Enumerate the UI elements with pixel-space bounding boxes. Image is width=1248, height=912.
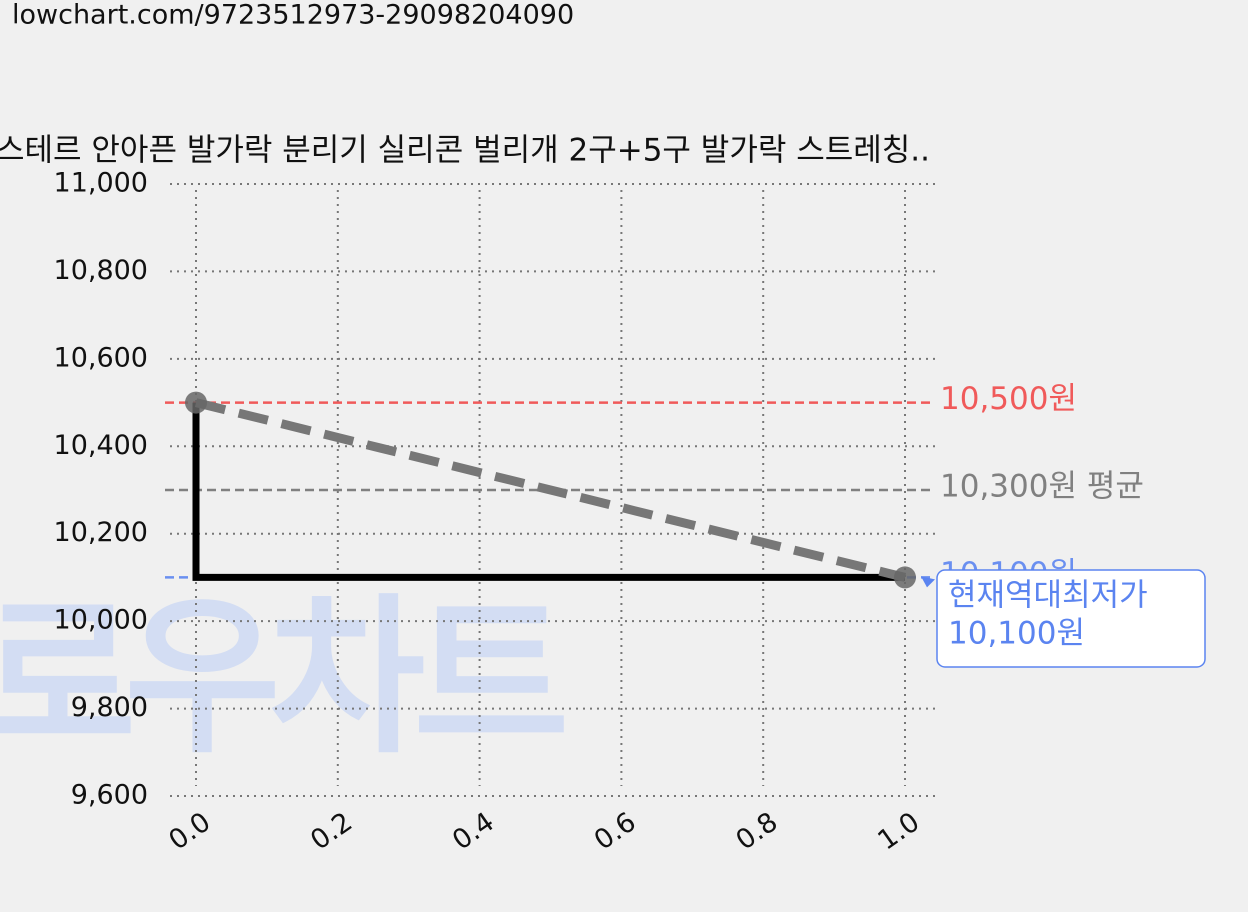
- y-tick-label: 10,400: [54, 430, 148, 461]
- chart-title: 스테르 안아픈 발가락 분리기 실리콘 벌리개 2구+5구 발가락 스트레칭..: [0, 133, 930, 169]
- y-tick-label: 10,600: [54, 342, 148, 373]
- y-tick-label: 10,200: [54, 517, 148, 548]
- y-tick-label: 11,000: [54, 168, 148, 199]
- annotation-text: 현재역대최저가: [948, 578, 1148, 614]
- x-tick-label: 1.0: [872, 806, 925, 856]
- annotation-arrow: [921, 576, 935, 588]
- annotation-box: [936, 569, 1206, 668]
- x-tick-label: 0.8: [731, 806, 784, 856]
- annotation-text: 10,100원: [948, 616, 1085, 652]
- y-tick-label: 10,800: [54, 255, 148, 286]
- point: [185, 391, 207, 414]
- reference-label: 10,300원 평균: [940, 469, 1144, 505]
- series-line: [194, 398, 907, 582]
- reference-label: 10,500원: [940, 381, 1077, 417]
- x-tick-label: 0.6: [589, 806, 642, 856]
- y-tick-label: 10,000: [54, 605, 148, 636]
- url: lowchart.com/9723512973-29098204090: [12, 0, 574, 31]
- y-tick-label: 9,800: [71, 692, 148, 723]
- x-tick-label: 0.4: [447, 806, 500, 856]
- point: [894, 566, 916, 589]
- series-line: [192, 402, 905, 581]
- y-tick-label: 9,600: [71, 780, 148, 811]
- x-tick-label: 0.0: [163, 806, 216, 856]
- x-tick-label: 0.2: [305, 806, 358, 856]
